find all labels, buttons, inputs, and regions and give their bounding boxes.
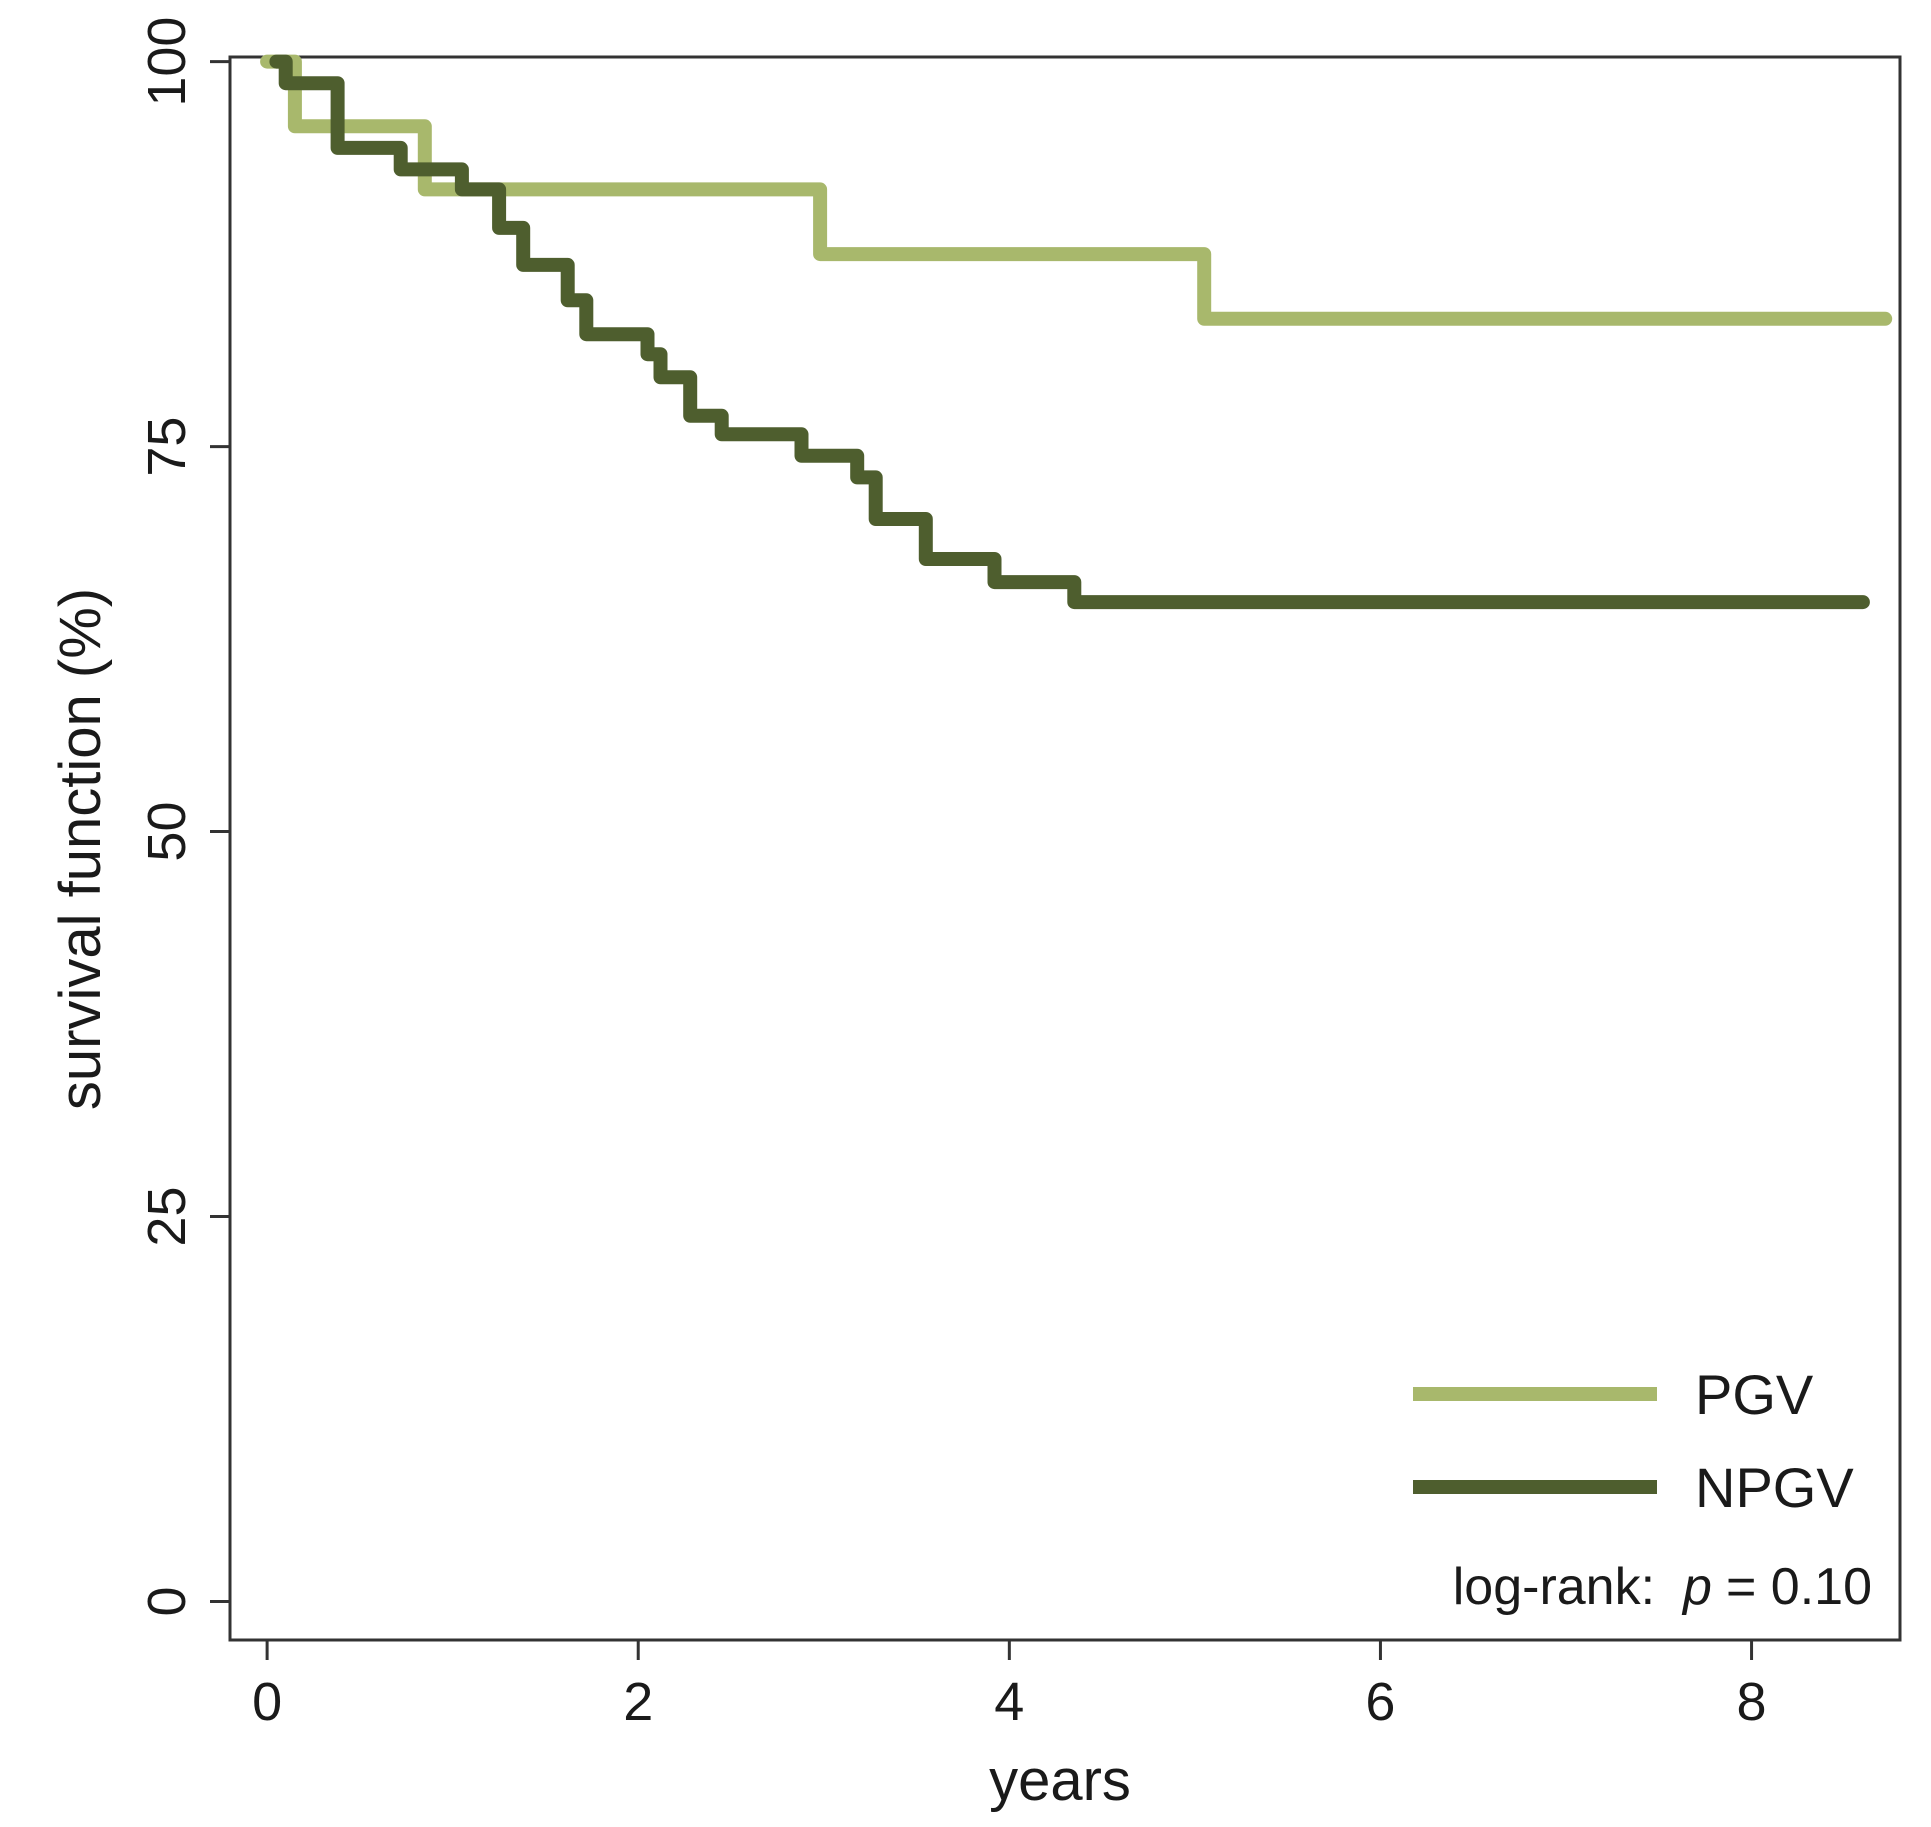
x-axis: 0 2 4 6 8 <box>252 1640 1767 1732</box>
x-axis-label: years <box>989 1748 1131 1813</box>
y-tick-label-100: 100 <box>137 17 197 107</box>
y-axis-label: survival function (%) <box>48 588 113 1110</box>
y-axis: 0 25 50 75 100 <box>137 17 230 1617</box>
legend-label-npgv: NPGV <box>1695 1456 1854 1519</box>
logrank-value: = 0.10 <box>1726 1558 1872 1616</box>
series-line-npgv <box>269 54 1870 610</box>
y-tick-label-0: 0 <box>137 1586 197 1616</box>
y-tick-label-25: 25 <box>137 1186 197 1246</box>
plot-frame <box>228 55 1902 1642</box>
legend: PGV NPGV <box>1413 1363 1854 1519</box>
y-tick-label-50: 50 <box>137 802 197 862</box>
legend-label-pgv: PGV <box>1695 1363 1814 1426</box>
series-layer <box>260 54 1893 610</box>
logrank-prefix: log-rank: <box>1453 1558 1655 1616</box>
x-tick-label-8: 8 <box>1737 1672 1767 1732</box>
logrank-annotation: log-rank: p = 0.10 <box>1453 1558 1872 1616</box>
x-tick-label-6: 6 <box>1365 1672 1395 1732</box>
logrank-p-symbol: p <box>1681 1558 1712 1616</box>
x-tick-label-4: 4 <box>994 1672 1024 1732</box>
x-tick-label-0: 0 <box>252 1672 282 1732</box>
series-line-pgv <box>260 54 1893 326</box>
y-tick-label-75: 75 <box>137 417 197 477</box>
x-tick-label-2: 2 <box>623 1672 653 1732</box>
